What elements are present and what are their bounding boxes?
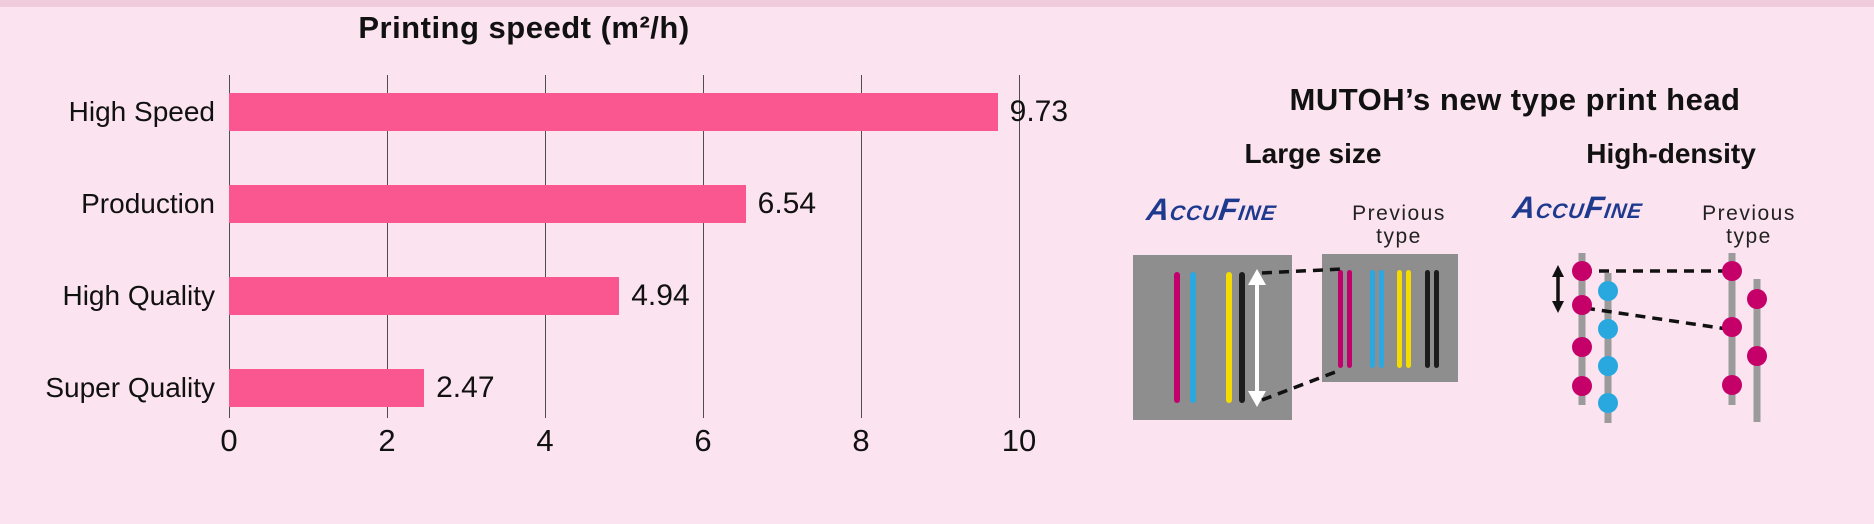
yellow-nozzle-line <box>1397 270 1402 368</box>
category-label-super-quality: Super Quality <box>45 372 215 403</box>
cyan-nozzle-line <box>1190 272 1196 403</box>
value-label-high-speed: 9.73 <box>1009 95 1069 128</box>
cyan-nozzle-line <box>1379 270 1384 368</box>
previous-type-line2: type <box>1726 225 1772 249</box>
panel-heading: MUTOH’s new type print head <box>1289 82 1741 117</box>
value-label-high-quality: 4.94 <box>631 279 690 312</box>
gridline-0 <box>229 75 230 418</box>
x-tick-label-8: 8 <box>852 423 870 458</box>
bar-high-quality <box>229 277 620 315</box>
section-label-high-density: High-density <box>1586 138 1756 169</box>
black-nozzle-line <box>1239 272 1245 403</box>
accufine-logo: ACCUFINE <box>1510 190 1645 226</box>
bar-super-quality <box>229 369 425 407</box>
yellow-nozzle-line <box>1406 270 1411 368</box>
value-label-super-quality: 2.47 <box>436 371 495 404</box>
x-tick-label-6: 6 <box>694 423 712 458</box>
category-label-high-speed: High Speed <box>68 96 215 127</box>
logo-letters: CCU <box>1168 202 1221 225</box>
previous-head-dots <box>1722 261 1767 395</box>
gridline-4 <box>545 75 546 418</box>
magenta-nozzle-line <box>1338 270 1343 368</box>
bar-chart-plot-area: 0 2 4 6 8 10 High Speed 9.73 Production 6.54 High … <box>45 75 1068 458</box>
previous-type-line1: Previous <box>1352 202 1446 225</box>
magenta-nozzle-line <box>1347 270 1352 368</box>
logo-letters: INE <box>1602 200 1644 223</box>
black-nozzle-line <box>1425 270 1430 368</box>
x-tick-label-0: 0 <box>220 423 238 458</box>
size-comparison-dashed-lines <box>1261 267 1343 402</box>
height-range-arrow-icon <box>1248 269 1266 407</box>
gridline-8 <box>861 75 862 418</box>
pitch-comparison-dashed-line <box>1584 306 1728 331</box>
magenta-nozzle-line <box>1174 272 1180 403</box>
nozzle-pitch-arrow-icon <box>1552 265 1564 313</box>
x-tick-label-4: 4 <box>536 423 554 458</box>
previous-type-label: Previous type <box>1674 202 1824 248</box>
category-label-high-quality: High Quality <box>62 280 215 311</box>
bar-production <box>229 185 746 223</box>
new-head-cyan-dots <box>1598 281 1618 413</box>
chart-title: Printing speedt (m²/h) <box>358 10 690 45</box>
x-tick-label-2: 2 <box>378 423 396 458</box>
high-density-nozzle-diagram <box>1552 253 1767 423</box>
previous-type-line1: Previous <box>1702 202 1796 225</box>
previous-head-box <box>1322 254 1458 382</box>
yellow-nozzle-line <box>1226 272 1232 403</box>
new-head-box <box>1133 255 1292 420</box>
black-nozzle-line <box>1434 270 1439 368</box>
new-head-magenta-dots <box>1572 261 1592 396</box>
bar-high-speed <box>229 93 998 131</box>
value-label-production: 6.54 <box>757 187 817 220</box>
top-border-strip <box>0 0 1874 7</box>
cyan-nozzle-line <box>1370 270 1375 368</box>
gridline-10 <box>1019 75 1020 418</box>
category-label-production: Production <box>81 188 215 219</box>
previous-type-line2: type <box>1376 225 1422 249</box>
gridline-2 <box>387 75 388 418</box>
logo-letters: CCU <box>1534 200 1587 223</box>
logo-letters: INE <box>1236 202 1278 225</box>
section-label-large-size: Large size <box>1244 138 1382 169</box>
accufine-logo: ACCUFINE <box>1144 192 1279 228</box>
gridline-6 <box>703 75 704 418</box>
x-tick-label-10: 10 <box>1001 423 1037 458</box>
previous-type-label: Previous type <box>1324 202 1474 248</box>
